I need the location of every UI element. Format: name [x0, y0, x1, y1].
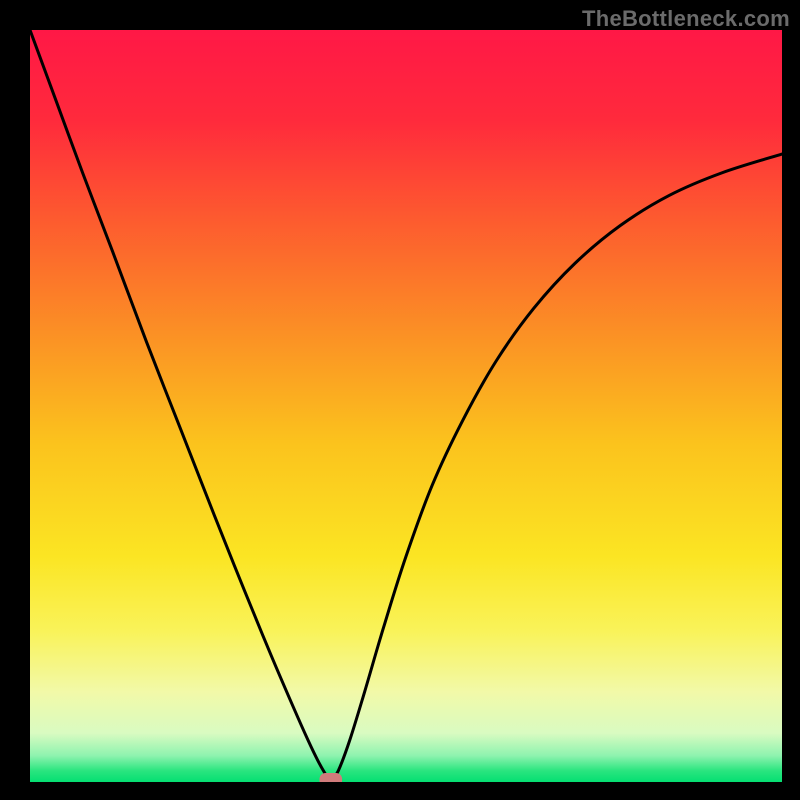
chart-frame: TheBottleneck.com	[0, 0, 800, 800]
minimum-marker	[320, 773, 343, 782]
chart-background	[30, 30, 782, 782]
watermark-text: TheBottleneck.com	[582, 6, 790, 32]
plot-area	[30, 30, 782, 782]
chart-svg	[30, 30, 782, 782]
